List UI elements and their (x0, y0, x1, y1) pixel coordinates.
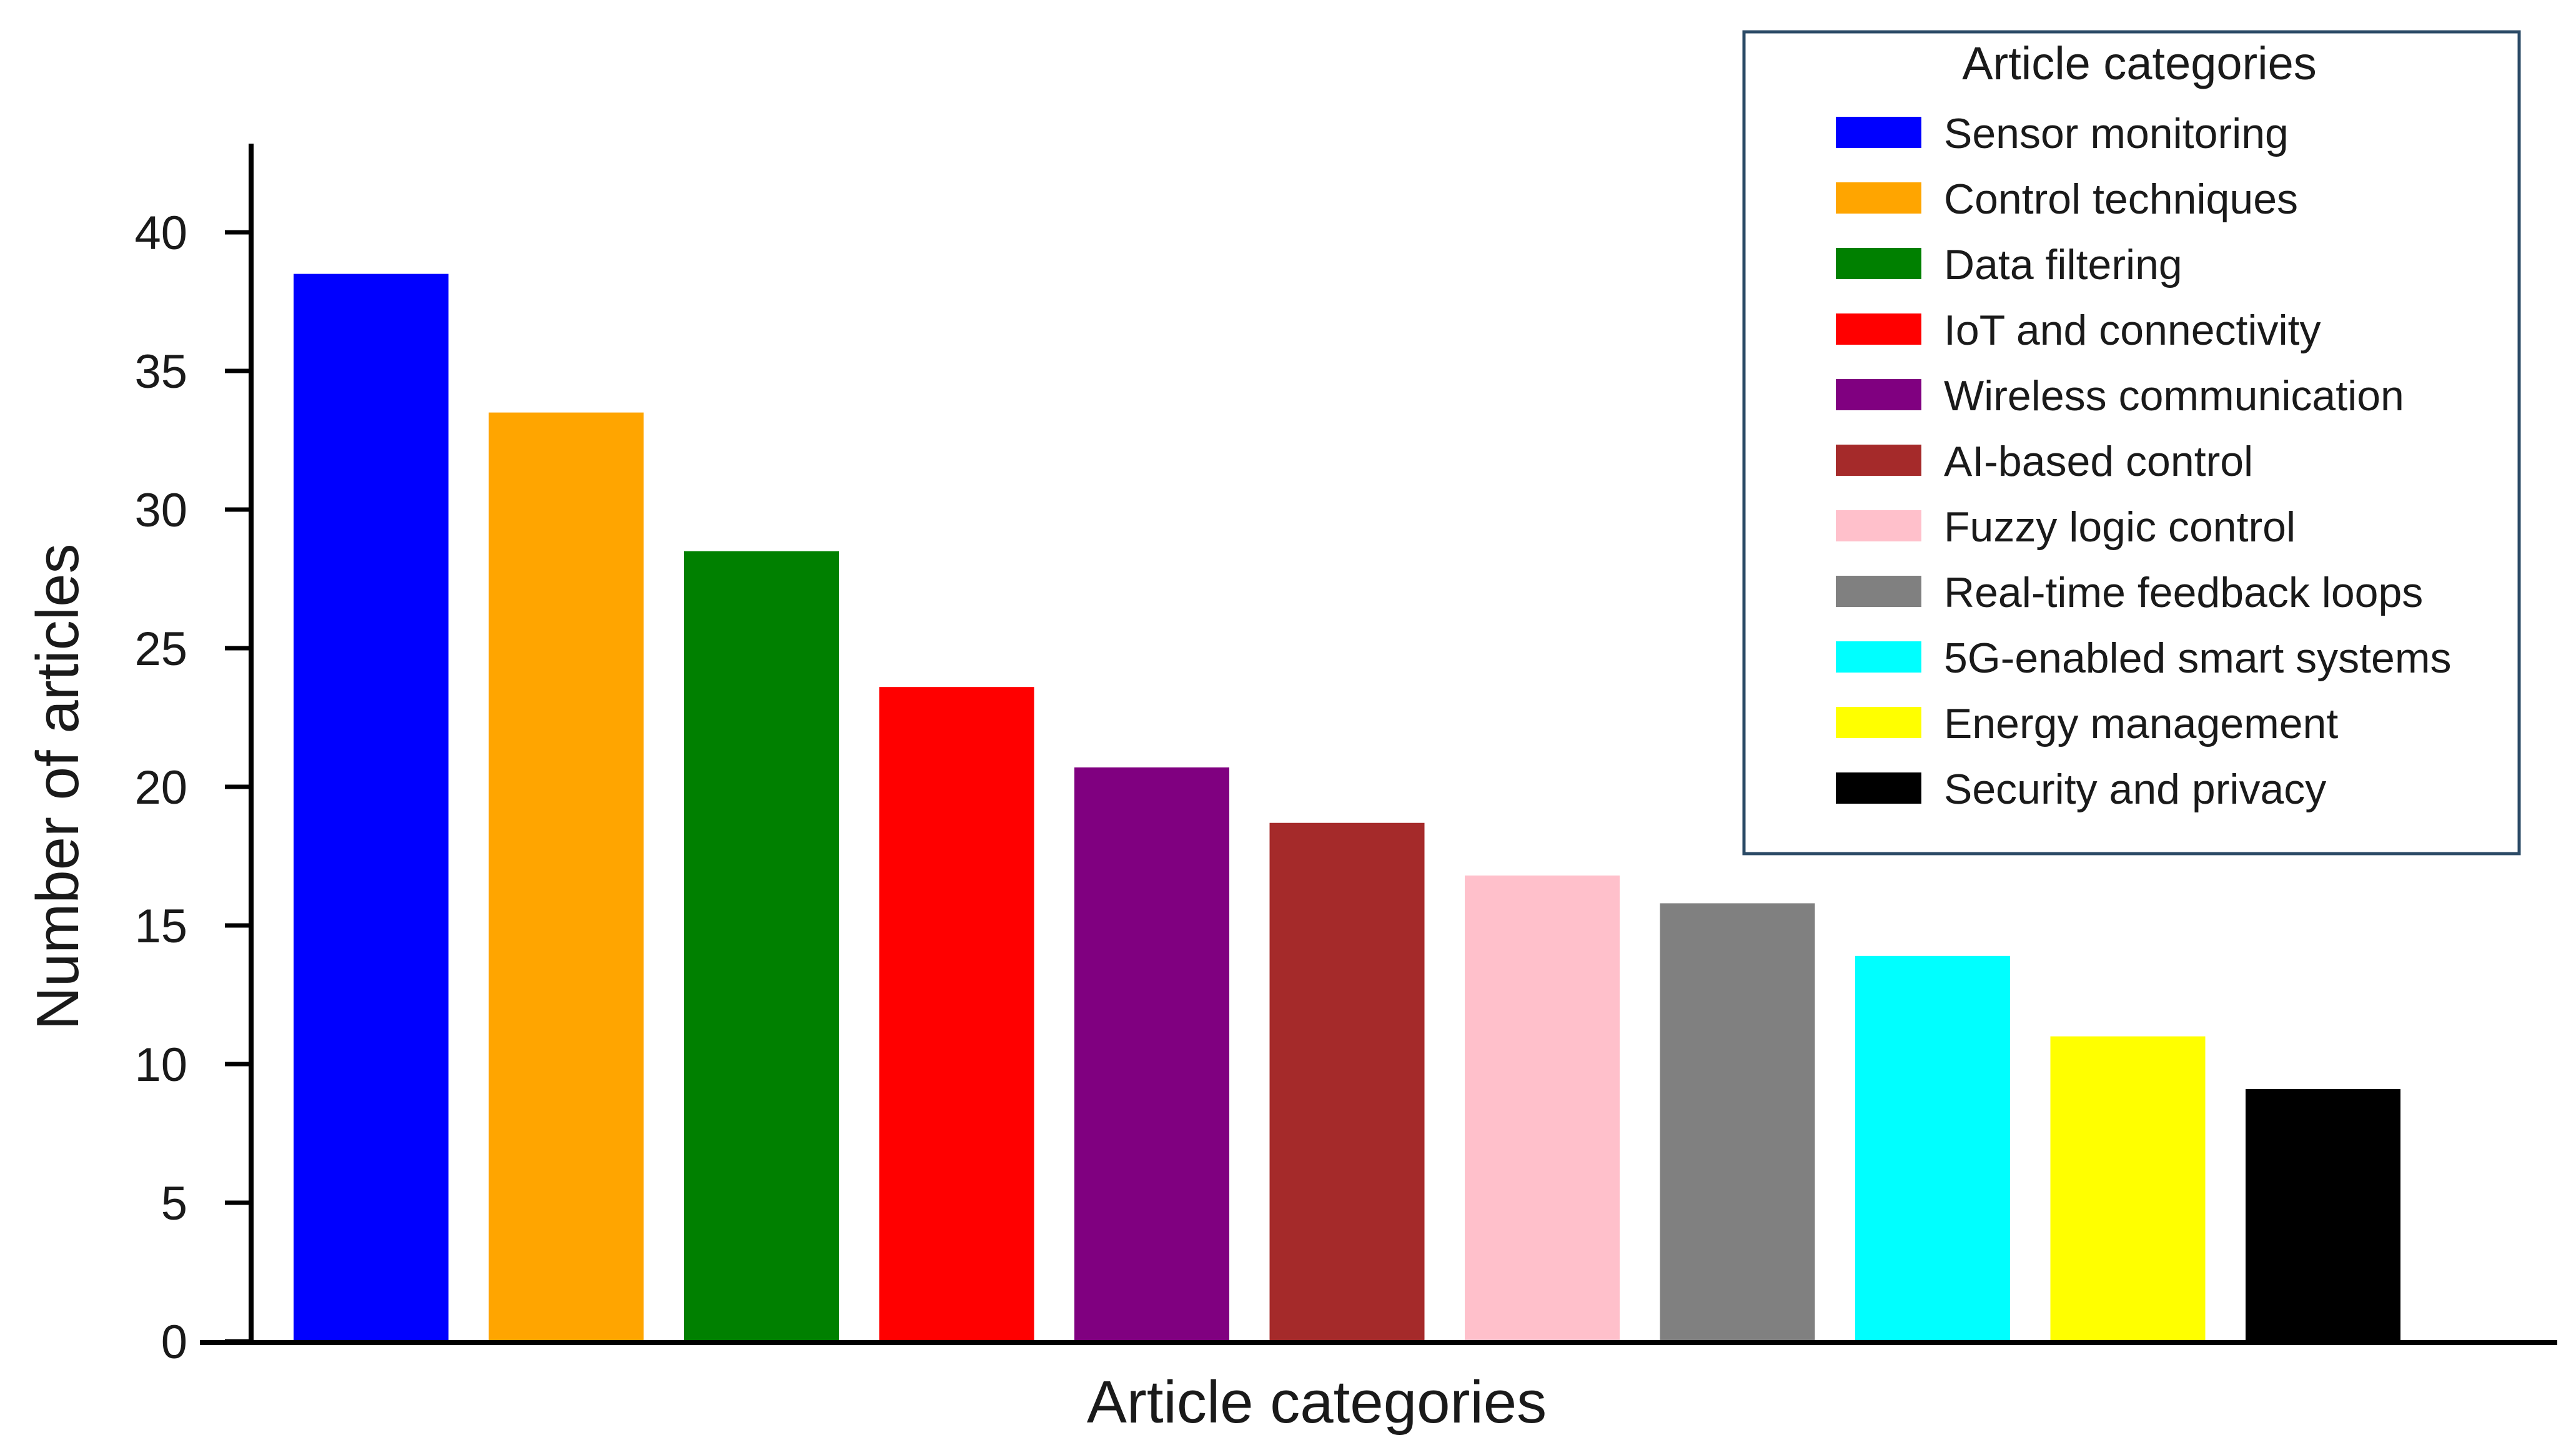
y-tick-label: 20 (134, 761, 187, 814)
y-tick-label: 5 (161, 1177, 187, 1230)
bar-2 (488, 412, 644, 1341)
y-tick-label: 40 (134, 207, 187, 260)
y-tick-label: 10 (134, 1038, 187, 1092)
bar-7 (1465, 875, 1620, 1341)
legend-swatch-8 (1836, 576, 1921, 607)
legend-swatch-5 (1836, 379, 1921, 410)
legend-title: Article categories (1962, 37, 2317, 89)
bar-10 (2050, 1036, 2206, 1341)
legend-label-9: 5G-enabled smart systems (1944, 634, 2452, 682)
legend-label-5: Wireless communication (1944, 372, 2404, 420)
bar-3 (684, 551, 839, 1341)
legend-label-6: AI-based control (1944, 438, 2253, 485)
legend-items: Sensor monitoring Control techniques Data … (1836, 110, 2452, 813)
legend-swatch-6 (1836, 445, 1921, 476)
legend-label-10: Energy management (1944, 700, 2338, 747)
bar-5 (1074, 767, 1229, 1341)
bar-9 (1855, 955, 2010, 1341)
y-tick-label: 30 (134, 484, 187, 537)
bar-11 (2246, 1088, 2400, 1341)
legend-swatch-7 (1836, 510, 1921, 541)
legend-label-2: Control techniques (1944, 175, 2298, 223)
y-axis-title: Number of articles (24, 544, 91, 1030)
bar-8 (1660, 903, 1815, 1341)
bars-group (294, 274, 2400, 1342)
x-axis-title: Article categories (1087, 1369, 1547, 1436)
legend-swatch-4 (1836, 313, 1921, 345)
legend-label-4: IoT and connectivity (1944, 307, 2321, 354)
legend-swatch-1 (1836, 117, 1921, 148)
y-tick-label: 0 (161, 1316, 187, 1369)
legend-swatch-9 (1836, 641, 1921, 673)
bar-6 (1269, 822, 1425, 1341)
legend-swatch-10 (1836, 707, 1921, 738)
y-tick-label: 15 (134, 900, 187, 953)
legend-label-8: Real-time feedback loops (1944, 569, 2423, 616)
legend-swatch-11 (1836, 772, 1921, 804)
legend-swatch-2 (1836, 182, 1921, 214)
bar-1 (294, 274, 448, 1342)
legend-label-3: Data filtering (1944, 241, 2182, 289)
y-axis-ticks: 0 5 10 15 20 25 30 35 40 (134, 207, 251, 1369)
legend-label-1: Sensor monitoring (1944, 110, 2289, 157)
legend: Article categories Sensor monitoring Cont… (1742, 30, 2521, 856)
legend-label-11: Security and privacy (1944, 766, 2326, 813)
bar-4 (879, 687, 1034, 1341)
y-tick-label: 35 (134, 345, 187, 398)
y-tick-label: 25 (134, 623, 187, 676)
legend-label-7: Fuzzy logic control (1944, 503, 2296, 551)
legend-swatch-3 (1836, 248, 1921, 279)
